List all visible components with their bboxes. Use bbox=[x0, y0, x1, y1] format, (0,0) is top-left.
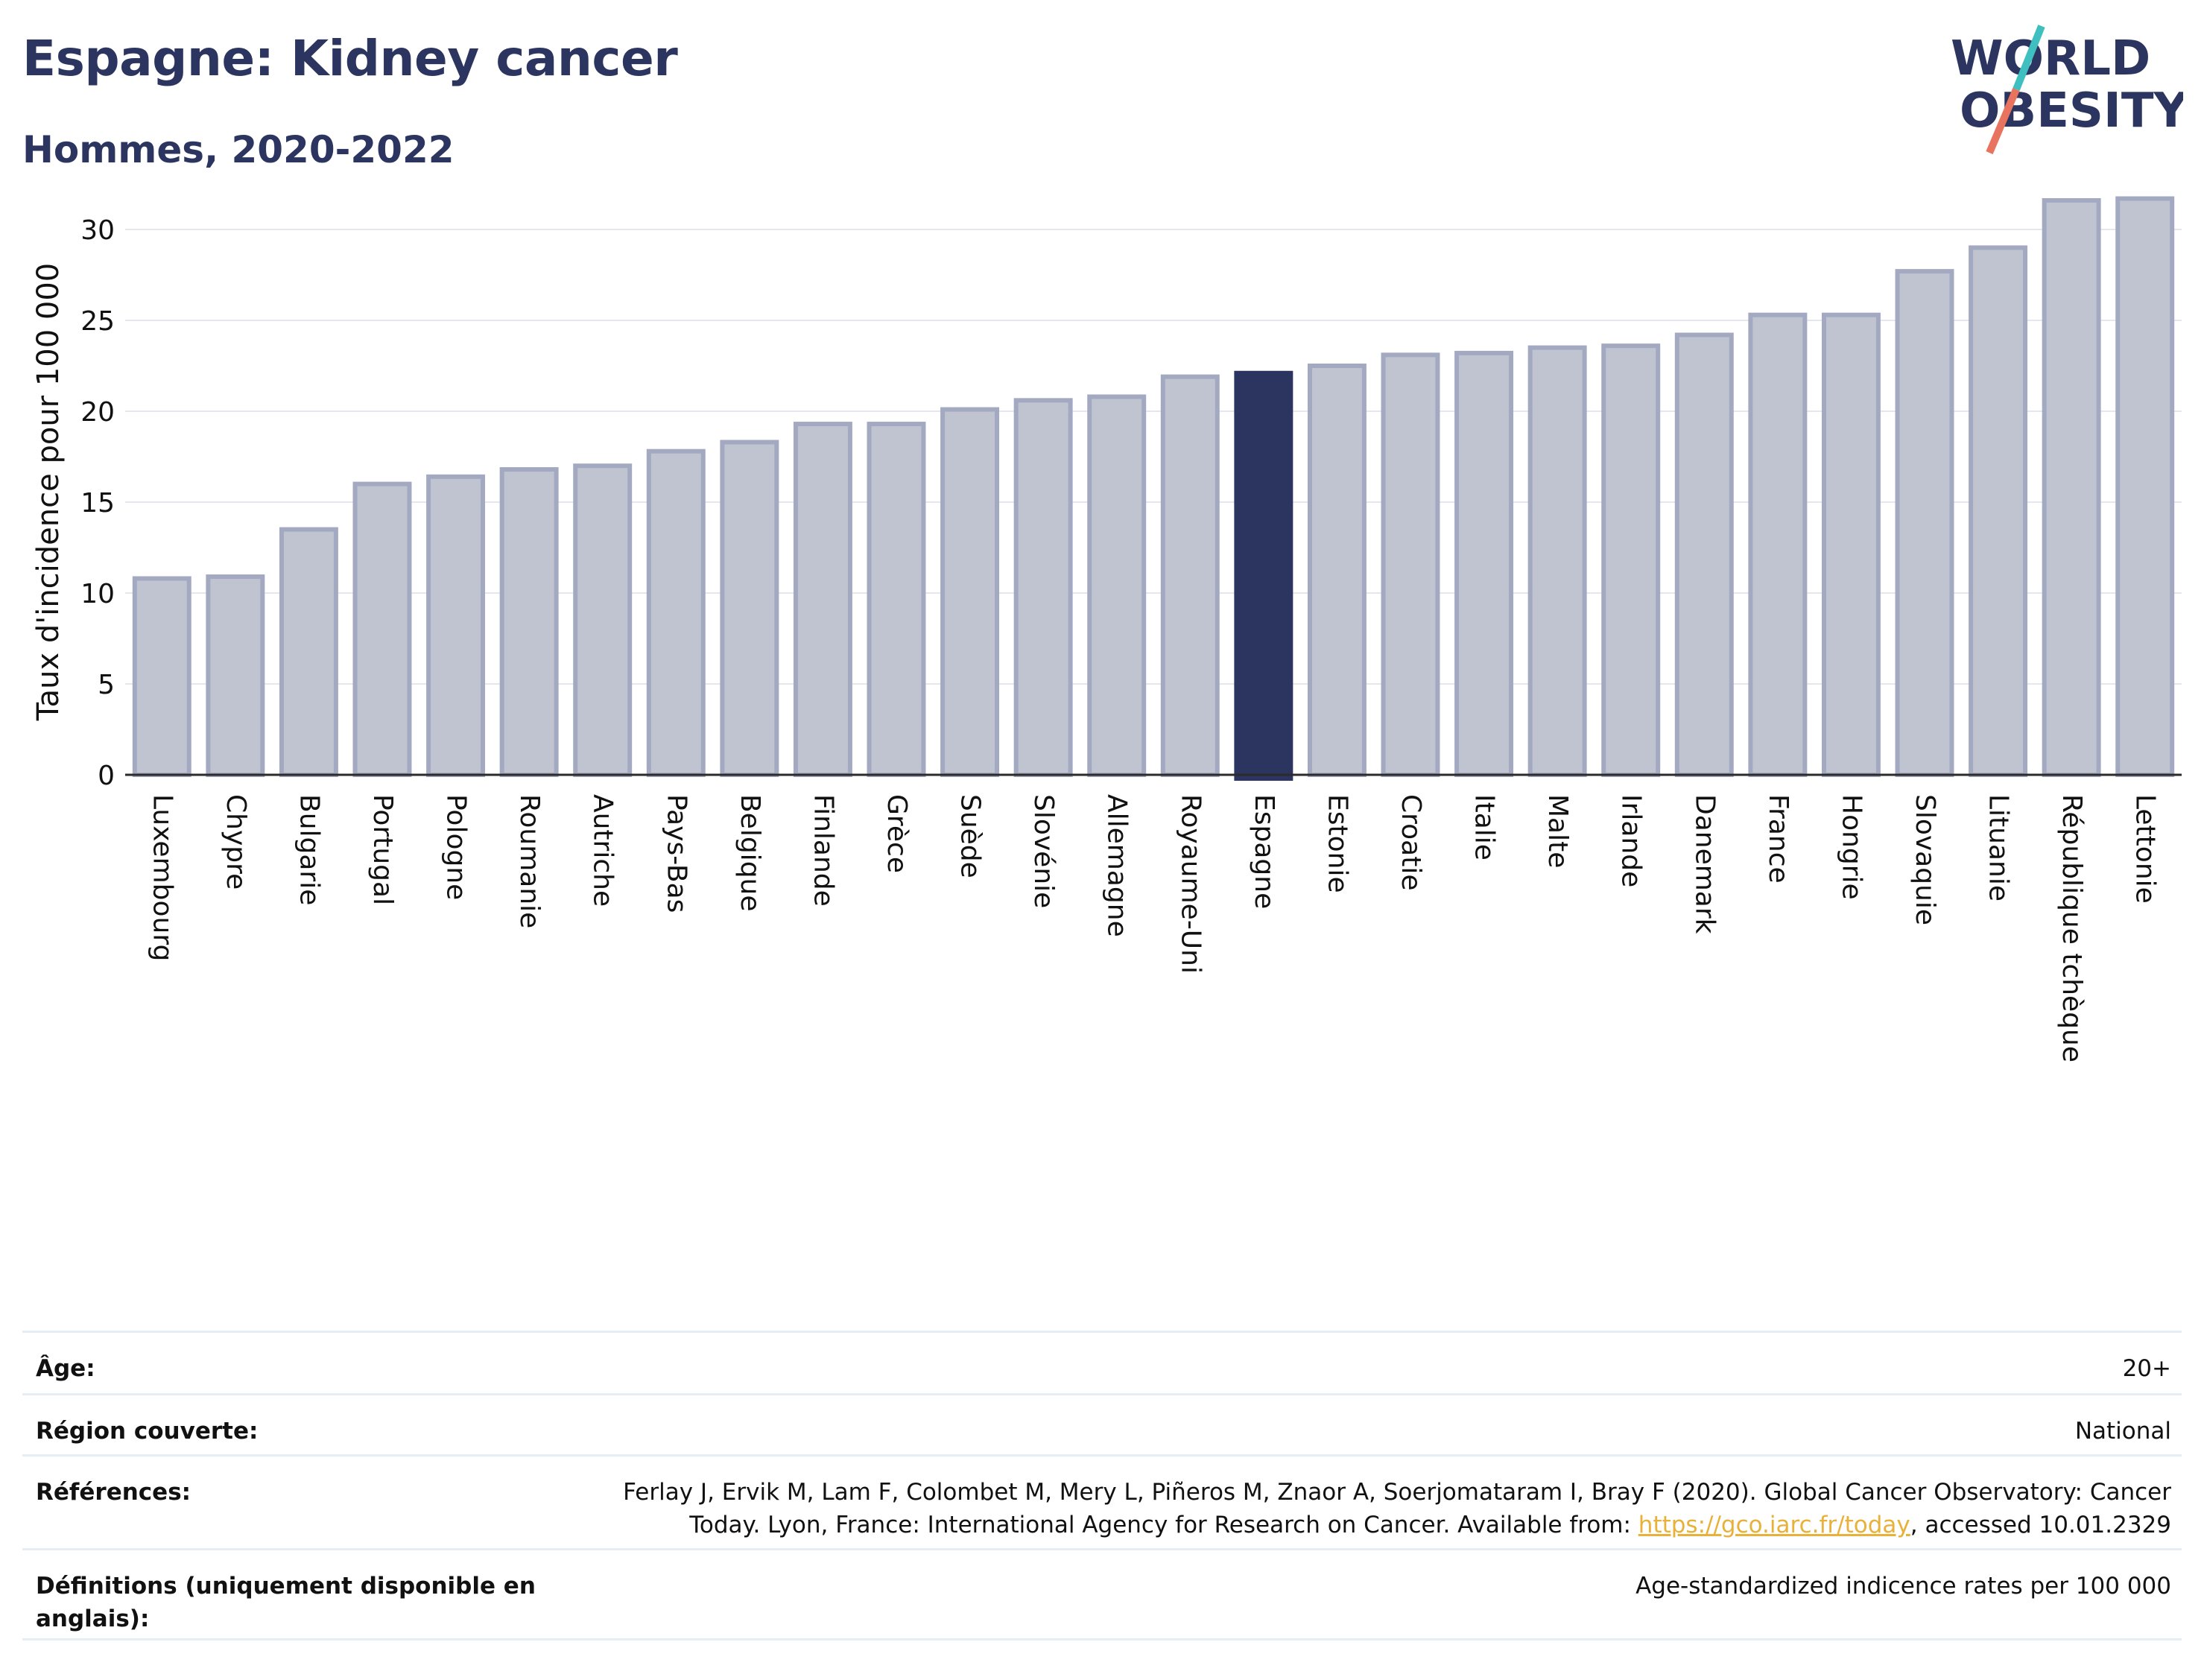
chart-title: Espagne: Kidney cancer bbox=[22, 30, 678, 87]
bar-estonie bbox=[1307, 364, 1367, 777]
x-tick-label: République tchèque bbox=[2056, 794, 2087, 1062]
x-tick-label: Belgique bbox=[735, 794, 765, 912]
references-text-1: Ferlay J, Ervik M, Lam F, Colombet M, Me… bbox=[623, 1479, 2171, 1538]
bar-république-tchèque bbox=[2042, 197, 2101, 777]
x-tick-label: Irlande bbox=[1616, 794, 1647, 887]
x-tick-label: Slovaquie bbox=[1910, 794, 1940, 925]
x-tick-label: Italie bbox=[1469, 794, 1500, 860]
bar-grèce bbox=[867, 422, 926, 778]
age-label: Âge: bbox=[36, 1355, 95, 1382]
references-text-2: , accessed 10.01.2329 bbox=[1910, 1512, 2171, 1538]
x-tick-label: Hongrie bbox=[1836, 794, 1866, 900]
x-tick-label: Bulgarie bbox=[294, 794, 324, 905]
y-tick-label: 20 bbox=[80, 397, 115, 428]
meta-row-references: Références: Ferlay J, Ervik M, Lam F, Co… bbox=[22, 1454, 2182, 1548]
x-tick-label: Suède bbox=[955, 794, 986, 878]
y-tick-labels: 0 5 10 15 20 25 30 bbox=[80, 215, 115, 791]
x-tick-label: Pologne bbox=[441, 794, 472, 900]
bar-lituanie bbox=[1969, 245, 2028, 777]
x-tick-label: France bbox=[1763, 794, 1793, 884]
bar-espagne bbox=[1234, 370, 1293, 781]
logo-line1: WORLD bbox=[1951, 31, 2150, 86]
references-link[interactable]: https://gco.iarc.fr/today bbox=[1638, 1512, 1910, 1538]
meta-row-region: Région couverte: National bbox=[22, 1393, 2182, 1454]
bar-portugal bbox=[352, 481, 412, 777]
bar-roumanie bbox=[499, 467, 559, 778]
bar-slovénie bbox=[1013, 398, 1073, 777]
x-tick-label: Roumanie bbox=[514, 794, 545, 928]
bar-lettonie bbox=[2115, 196, 2175, 777]
y-axis-label: Taux d'incidence pour 100 000 bbox=[31, 263, 66, 721]
y-tick-label: 5 bbox=[98, 670, 115, 700]
references-label: Références: bbox=[36, 1479, 191, 1506]
bar-croatie bbox=[1381, 352, 1440, 777]
meta-row-age: Âge: 20+ bbox=[22, 1331, 2182, 1393]
x-tick-label: Finlande bbox=[808, 794, 838, 907]
x-tick-label: Estonie bbox=[1322, 794, 1352, 893]
metadata-table: Âge: 20+ Région couverte: National Référ… bbox=[22, 1331, 2182, 1641]
bar-allemagne bbox=[1087, 394, 1147, 777]
bars bbox=[132, 196, 2175, 781]
x-tick-label: Malte bbox=[1542, 794, 1573, 868]
x-tick-label: Espagne bbox=[1249, 794, 1279, 909]
bar-luxembourg bbox=[132, 576, 191, 777]
bar-italie bbox=[1454, 350, 1514, 778]
references-value: Ferlay J, Ervik M, Lam F, Colombet M, Me… bbox=[569, 1476, 2171, 1541]
definitions-label: Définitions (uniquement disponible en an… bbox=[36, 1573, 536, 1632]
x-tick-label: Luxembourg bbox=[147, 794, 177, 961]
y-tick-label: 25 bbox=[80, 306, 115, 337]
bar-suède bbox=[940, 407, 1000, 777]
region-label: Région couverte: bbox=[36, 1418, 259, 1445]
bar-hongrie bbox=[1821, 312, 1881, 777]
age-value: 20+ bbox=[2122, 1355, 2171, 1382]
bar-danemark bbox=[1674, 332, 1734, 777]
bar-royaume-uni bbox=[1160, 374, 1220, 777]
region-value: National bbox=[2074, 1418, 2171, 1445]
x-tick-label: Chypre bbox=[221, 794, 251, 890]
bar-chypre bbox=[206, 574, 265, 777]
bar-irlande bbox=[1601, 343, 1661, 778]
x-tick-label: Royaume-Uni bbox=[1175, 794, 1206, 974]
logo-slash-bottom bbox=[1986, 88, 2020, 154]
x-tick-label: Allemagne bbox=[1102, 794, 1133, 937]
bar-slovaquie bbox=[1895, 269, 1954, 777]
y-tick-label: 0 bbox=[98, 761, 115, 791]
x-tick-label: Lettonie bbox=[2130, 794, 2161, 904]
x-tick-label: Autriche bbox=[588, 794, 618, 907]
bar-france bbox=[1748, 312, 1808, 777]
x-tick-label: Danemark bbox=[1689, 794, 1720, 934]
world-obesity-logo: WORLD OBESITY bbox=[1951, 25, 2183, 154]
bar-malte bbox=[1527, 345, 1587, 778]
definitions-value: Age-standardized indicence rates per 100… bbox=[1635, 1573, 2171, 1600]
x-tick-label: Pays-Bas bbox=[661, 794, 691, 913]
meta-row-definitions: Définitions (uniquement disponible en an… bbox=[22, 1548, 2182, 1641]
x-tick-labels: Luxembourg Chypre Bulgarie Portugal Pologne R… bbox=[147, 794, 2160, 1062]
bar-chart: 0 5 10 15 20 25 30 Luxembourg Chypre Bulgarie Por… bbox=[31, 196, 2182, 1062]
x-tick-label: Lituanie bbox=[1983, 794, 2014, 901]
bar-bulgarie bbox=[279, 527, 338, 777]
chart-subtitle: Hommes, 2020-2022 bbox=[22, 128, 455, 171]
x-tick-label: Grèce bbox=[881, 794, 912, 873]
y-tick-label: 30 bbox=[80, 215, 115, 246]
bar-belgique bbox=[720, 440, 779, 777]
logo-slash-top bbox=[2013, 25, 2045, 91]
bar-pologne bbox=[426, 474, 486, 778]
y-tick-label: 10 bbox=[80, 579, 115, 609]
x-tick-label: Slovénie bbox=[1028, 794, 1059, 908]
bar-finlande bbox=[793, 422, 852, 778]
bar-pays-bas bbox=[646, 448, 706, 777]
x-tick-label: Croatie bbox=[1396, 794, 1426, 891]
x-tick-label: Portugal bbox=[367, 794, 398, 905]
y-tick-label: 15 bbox=[80, 488, 115, 519]
bar-autriche bbox=[573, 463, 633, 777]
